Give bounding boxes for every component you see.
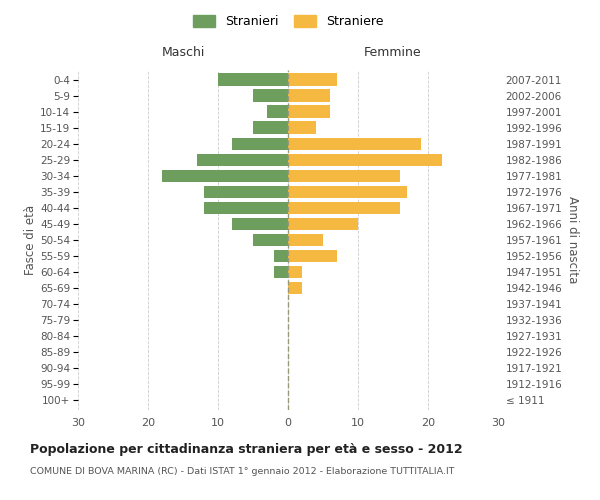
Bar <box>204 202 288 214</box>
Bar <box>288 74 337 86</box>
Bar <box>288 234 323 246</box>
Bar <box>288 106 330 118</box>
Bar <box>162 170 288 182</box>
Text: COMUNE DI BOVA MARINA (RC) - Dati ISTAT 1° gennaio 2012 - Elaborazione TUTTITALI: COMUNE DI BOVA MARINA (RC) - Dati ISTAT … <box>30 468 455 476</box>
Y-axis label: Anni di nascita: Anni di nascita <box>566 196 579 284</box>
Bar <box>197 154 288 166</box>
Bar <box>288 122 316 134</box>
Bar <box>288 154 442 166</box>
Bar <box>232 138 288 150</box>
Bar <box>274 266 288 278</box>
Bar <box>232 218 288 230</box>
Legend: Stranieri, Straniere: Stranieri, Straniere <box>193 15 383 28</box>
Bar <box>218 74 288 86</box>
Text: Popolazione per cittadinanza straniera per età e sesso - 2012: Popolazione per cittadinanza straniera p… <box>30 442 463 456</box>
Bar <box>253 90 288 102</box>
Bar <box>288 202 400 214</box>
Text: Femmine: Femmine <box>364 46 422 59</box>
Bar <box>288 250 337 262</box>
Bar <box>288 186 407 198</box>
Bar <box>274 250 288 262</box>
Bar <box>288 138 421 150</box>
Bar <box>204 186 288 198</box>
Bar <box>288 282 302 294</box>
Bar <box>288 90 330 102</box>
Bar <box>253 122 288 134</box>
Bar <box>288 218 358 230</box>
Text: Maschi: Maschi <box>161 46 205 59</box>
Bar <box>253 234 288 246</box>
Y-axis label: Fasce di età: Fasce di età <box>25 205 37 275</box>
Bar <box>288 170 400 182</box>
Bar <box>288 266 302 278</box>
Bar <box>267 106 288 118</box>
